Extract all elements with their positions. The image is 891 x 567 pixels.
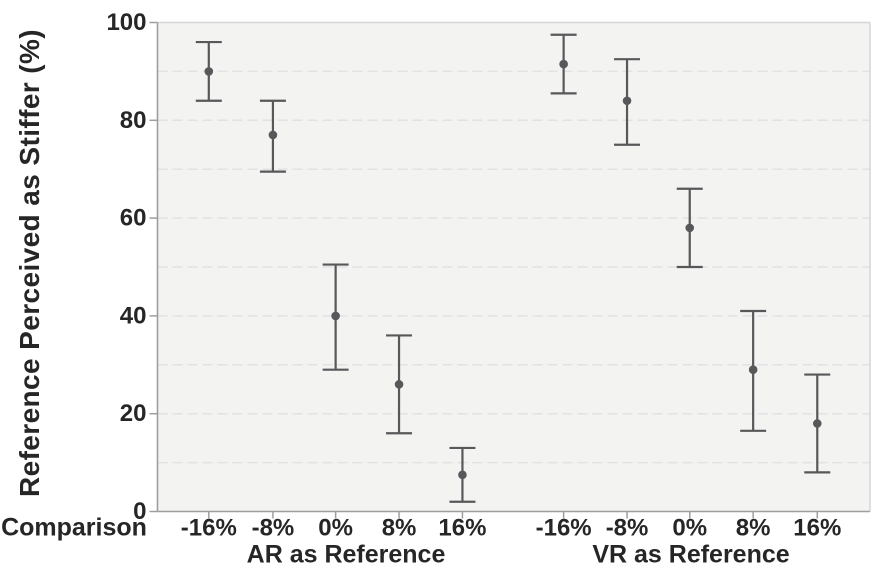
data-point	[204, 67, 214, 76]
x-tick-label: 0%	[672, 515, 707, 542]
y-tick-label: 100	[106, 9, 146, 36]
x-tick-label: 8%	[736, 515, 771, 542]
data-point	[812, 419, 822, 428]
group-label-vr: VR as Reference	[592, 540, 790, 567]
data-point	[394, 380, 404, 389]
data-point	[559, 59, 568, 69]
y-tick-label: 20	[120, 400, 147, 427]
x-tick-label: 16%	[793, 515, 841, 542]
data-point	[748, 365, 758, 374]
x-tick-label: -16%	[536, 515, 592, 542]
y-tick-label: 80	[120, 107, 147, 134]
data-point	[685, 223, 695, 233]
x-tick-label: -8%	[252, 515, 295, 542]
x-tick-label: 8%	[382, 515, 417, 542]
x-tick-label: 0%	[318, 515, 353, 542]
y-tick-label: 60	[120, 205, 147, 232]
data-point	[458, 470, 467, 480]
group-label-ar: AR as Reference	[246, 540, 446, 567]
y-axis-title: Reference Perceived as Stiffer (%)	[14, 28, 45, 498]
x-axis-row-label: Comparison	[1, 513, 147, 542]
y-tick-label: 40	[120, 302, 147, 329]
data-point	[268, 130, 278, 140]
x-tick-label: -8%	[606, 515, 649, 542]
data-point	[622, 96, 632, 106]
x-tick-label: 16%	[438, 515, 486, 542]
x-tick-label: -16%	[181, 515, 237, 542]
y-tick-label: 0	[133, 498, 146, 525]
data-point	[331, 311, 340, 321]
